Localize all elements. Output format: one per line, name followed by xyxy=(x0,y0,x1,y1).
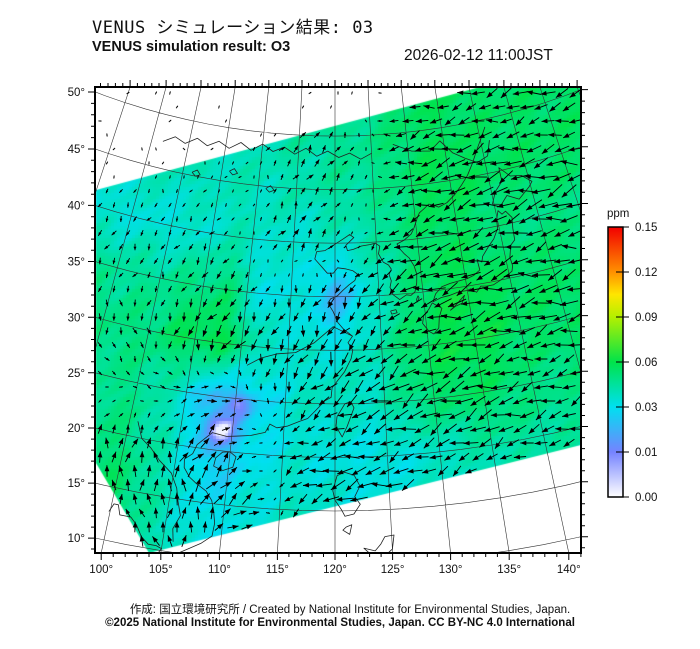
svg-text:15°: 15° xyxy=(68,478,85,490)
svg-text:130°: 130° xyxy=(439,564,463,576)
axis-tick-marks xyxy=(88,80,588,560)
colorbar-tick-label: 0.06 xyxy=(635,357,657,369)
svg-text:50°: 50° xyxy=(68,87,85,99)
colorbar-units-label: ppm xyxy=(607,208,629,220)
colorbar: ppm 0.15 0.12 0.09 0.06 0.03 0.01 0.00 xyxy=(607,208,657,504)
svg-text:20°: 20° xyxy=(68,423,85,435)
attribution-line: 作成: 国立環境研究所 / Created by National Instit… xyxy=(129,604,571,616)
colorbar-tick-label: 0.09 xyxy=(635,312,657,324)
latlon-grid-lines xyxy=(95,87,581,553)
svg-text:105°: 105° xyxy=(149,564,173,576)
colorbar-tick-label: 0.15 xyxy=(635,222,657,234)
svg-text:45°: 45° xyxy=(68,144,85,156)
svg-text:110°: 110° xyxy=(208,564,231,576)
svg-text:115°: 115° xyxy=(266,564,289,576)
wind-vector-arrows xyxy=(97,87,581,547)
svg-text:120°: 120° xyxy=(323,564,347,576)
colorbar-tick-label: 0.01 xyxy=(635,447,657,459)
map-frame-and-axes: 100° 105° 110° 115° 120° 125° 130° 135° 140° 10° 1… xyxy=(68,80,588,576)
svg-text:40°: 40° xyxy=(68,200,85,212)
svg-text:25°: 25° xyxy=(68,368,85,380)
svg-text:100°: 100° xyxy=(89,564,113,576)
colorbar-tick-label: 0.03 xyxy=(635,402,657,414)
svg-text:140°: 140° xyxy=(557,564,581,576)
svg-text:135°: 135° xyxy=(497,564,521,576)
svg-text:30°: 30° xyxy=(68,312,85,324)
colorbar-tick-label: 0.00 xyxy=(635,492,657,504)
copyright-license-line: ©2025 National Institute for Environment… xyxy=(105,617,575,629)
svg-text:35°: 35° xyxy=(68,257,85,269)
svg-text:125°: 125° xyxy=(381,564,405,576)
colorbar-tick-label: 0.12 xyxy=(635,267,657,279)
svg-text:10°: 10° xyxy=(68,533,85,545)
